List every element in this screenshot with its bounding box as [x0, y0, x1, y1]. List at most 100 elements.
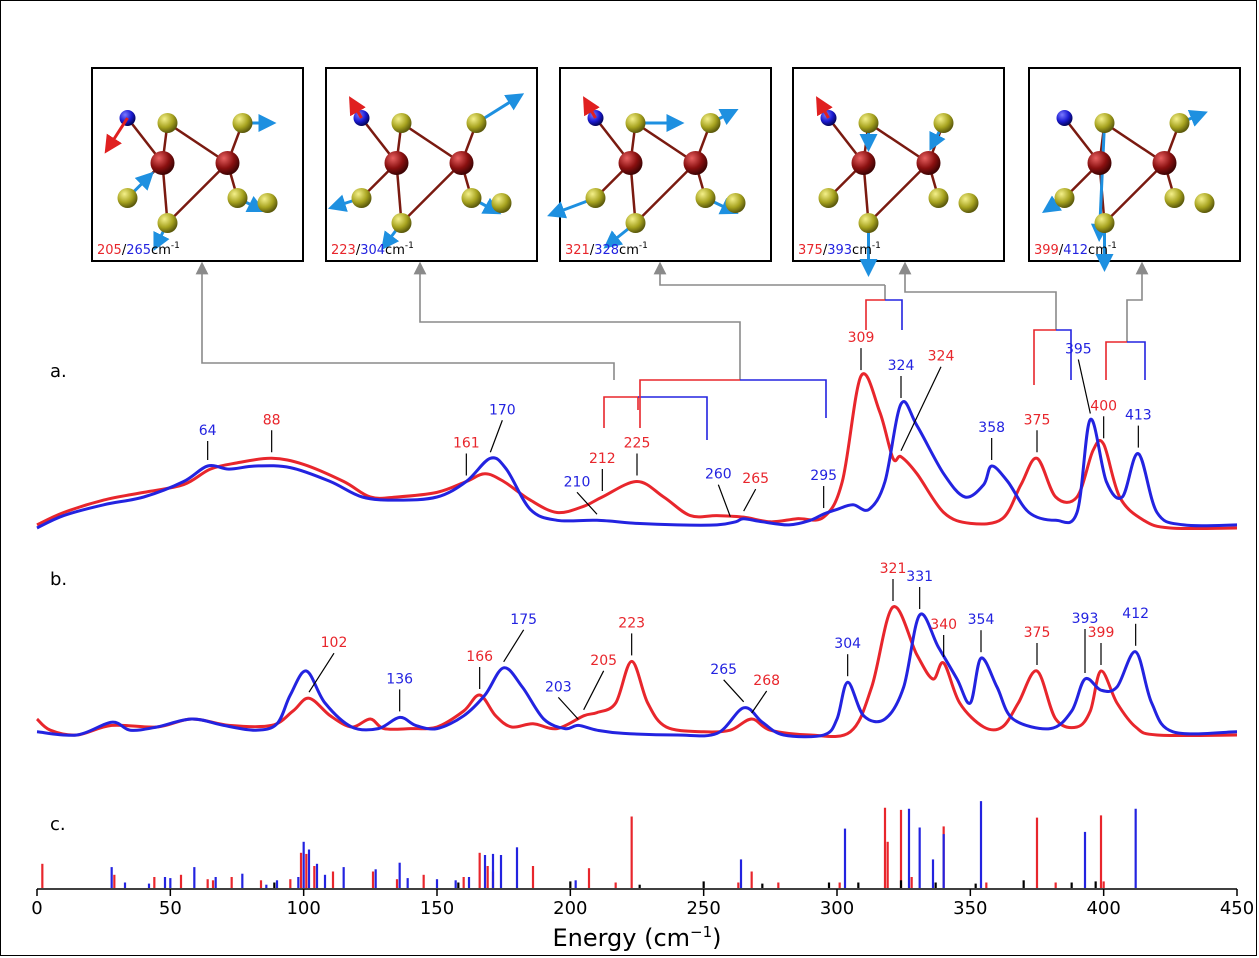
nitrogen-arrow — [583, 96, 600, 119]
connector-2 — [413, 261, 741, 380]
bond-4 — [400, 162, 463, 224]
peak-leader-a-8 — [743, 488, 757, 512]
sulfur-atom-2 — [625, 113, 646, 133]
sulfur-atom-3 — [232, 113, 253, 133]
panel-label-2: b. — [50, 569, 67, 590]
peak-label-a-6: 225 — [624, 436, 651, 452]
mode-caption: 399/412cm-1 — [1034, 241, 1117, 258]
bracket-red-2 — [639, 379, 740, 428]
peak-leader-a-4 — [576, 491, 598, 515]
peak-label-b-16: 399 — [1088, 625, 1115, 641]
x-tick-label-9: 450 — [1220, 898, 1254, 919]
spectrum-curves — [35, 372, 1238, 739]
peak-label-a-5: 212 — [589, 451, 616, 467]
peak-leader-b-7 — [723, 679, 745, 703]
mode-image-4: 375/393cm-1 — [792, 67, 1005, 277]
peak-label-b-6: 223 — [618, 615, 645, 631]
metal-atom-2 — [215, 151, 240, 175]
peak-label-b-10: 321 — [880, 561, 907, 577]
nitrogen-atom — [1056, 110, 1073, 126]
spectrum-b-red — [35, 605, 1238, 739]
peak-label-a-15: 395 — [1065, 342, 1092, 358]
peak-label-a-16: 400 — [1090, 398, 1117, 414]
sulfur-atom-5 — [695, 188, 716, 208]
nitrogen-arrow — [349, 96, 366, 119]
sulfur-atom-5 — [227, 188, 248, 208]
x-tick-label-5: 250 — [686, 898, 720, 919]
sulfur-atom-1 — [391, 213, 412, 233]
sulfur-atom-4 — [257, 193, 278, 213]
sulfur-atom-0 — [351, 188, 372, 208]
peak-label-b-7: 265 — [710, 662, 737, 678]
peak-label-a-11: 324 — [888, 358, 915, 374]
peak-leader-b-5 — [583, 670, 605, 711]
sulfur-atom-2 — [858, 113, 879, 133]
connector-4 — [898, 261, 1057, 330]
peak-label-b-9: 304 — [834, 636, 861, 652]
mode-image-5: 399/412cm-1 — [1028, 67, 1241, 272]
x-tick-label-1: 50 — [159, 898, 182, 919]
sulfur-atom-0 — [818, 188, 839, 208]
spectrum-a-blue — [36, 400, 1238, 530]
peak-label-a-10: 309 — [848, 330, 875, 346]
mode-image-frame — [792, 67, 1005, 262]
nitrogen-arrow — [104, 117, 129, 154]
mode-images: 205/265cm-1 223/304cm-1 321/328cm-1 375/393… — [91, 67, 1241, 277]
peak-label-b-13: 354 — [968, 612, 995, 628]
panel-label-3: c. — [50, 814, 66, 835]
peak-leader-a-7 — [717, 484, 731, 517]
bond-5 — [867, 121, 930, 165]
mode-caption: 321/328cm-1 — [565, 241, 648, 258]
sulfur-atom-5 — [461, 188, 482, 208]
sulfur-atom-0 — [1054, 188, 1075, 208]
peak-label-a-8: 265 — [742, 471, 769, 487]
peak-label-b-0: 102 — [321, 635, 348, 651]
sulfur-atom-4 — [491, 193, 512, 213]
panel-label-1: a. — [50, 361, 67, 382]
metal-atom-2 — [916, 151, 941, 175]
peak-label-a-12: 324 — [928, 349, 955, 365]
bond-4 — [166, 162, 229, 224]
x-tick-label-4: 200 — [553, 898, 587, 919]
peak-label-a-9: 295 — [810, 468, 837, 484]
peak-label-a-4: 210 — [564, 474, 591, 490]
peak-label-b-11: 331 — [906, 569, 933, 585]
mode-image-2: 223/304cm-1 — [325, 67, 538, 262]
sulfur-atom-2 — [1094, 113, 1115, 133]
sulfur-atom-3 — [466, 113, 487, 133]
metal-atom-2 — [1152, 151, 1177, 175]
bracket-blue-1 — [638, 396, 708, 440]
mode-image-frame — [325, 67, 538, 262]
peak-leader-a-12 — [900, 366, 942, 451]
mode-image-1: 205/265cm-1 — [91, 67, 304, 262]
bracket-blue-2 — [740, 379, 827, 418]
peak-label-a-17: 413 — [1125, 408, 1152, 424]
spectrum-b-blue — [36, 612, 1238, 739]
nitrogen-arrow — [816, 96, 833, 119]
peak-leader-b-4 — [557, 696, 579, 720]
peak-label-b-8: 268 — [753, 673, 780, 689]
peak-label-b-15: 393 — [1072, 611, 1099, 627]
sulfur-atom-2 — [157, 113, 178, 133]
bond-5 — [1103, 121, 1166, 165]
bracket-red-5 — [1105, 341, 1127, 380]
mode-image-frame — [1028, 67, 1241, 262]
peak-leader-b-8 — [751, 690, 768, 714]
peak-label-b-4: 203 — [545, 679, 572, 695]
sulfur-atom-1 — [625, 213, 646, 233]
x-tick-label-0: 0 — [31, 898, 42, 919]
metal-atom-2 — [449, 151, 474, 175]
bond-4 — [634, 162, 697, 224]
sulfur-atom-2 — [391, 113, 412, 133]
peak-label-a-14: 375 — [1024, 412, 1051, 428]
mode-caption: 223/304cm-1 — [331, 241, 414, 258]
peak-label-b-2: 166 — [466, 649, 493, 665]
sulfur-atom-4 — [725, 193, 746, 213]
sulfur-atom-1 — [1094, 213, 1115, 233]
connector-5 — [1126, 261, 1149, 342]
x-axis-label: Energy (cm−1) — [552, 923, 721, 952]
bond-5 — [166, 121, 229, 165]
sulfur-atom-4 — [1194, 193, 1215, 213]
metal-atom-2 — [683, 151, 708, 175]
metal-atom-1 — [1087, 151, 1112, 175]
